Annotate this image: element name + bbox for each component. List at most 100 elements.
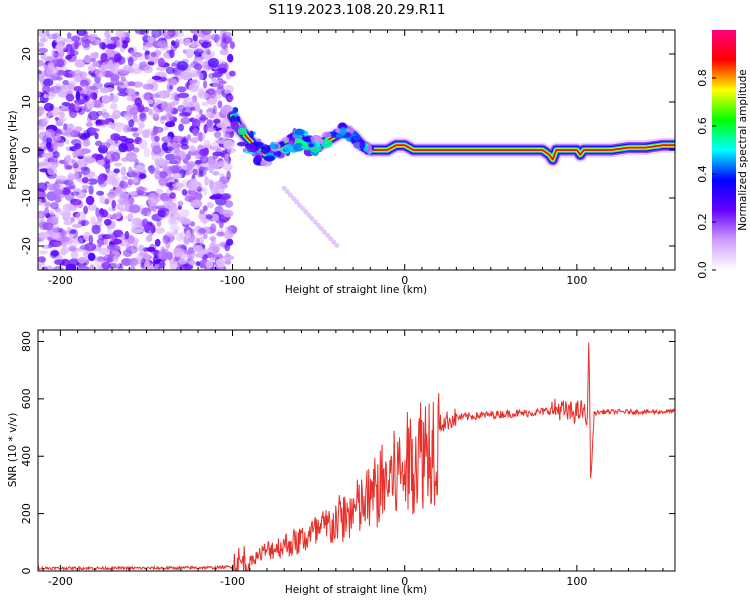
heatmap-cell — [189, 145, 197, 153]
heatmap-cell — [161, 102, 173, 111]
heatmap-cell — [224, 259, 232, 265]
heatmap-cell — [121, 40, 128, 49]
heatmap-cell — [157, 209, 167, 218]
heatmap-cell — [185, 48, 194, 59]
heatmap-cell — [212, 152, 219, 160]
heatmap-cell — [127, 178, 134, 186]
heatmap-cell — [104, 198, 110, 205]
heatmap-cell — [64, 127, 75, 138]
heatmap-cell — [81, 39, 90, 49]
heatmap-cell — [186, 134, 192, 141]
heatmap-cell — [169, 212, 174, 218]
snr-axes: -200 -100 0 100 0 200 400 600 800 — [20, 330, 675, 588]
heatmap-cell — [284, 189, 290, 195]
heatmap-cell — [134, 30, 147, 35]
heatmap-cell — [325, 232, 331, 238]
heatmap-cell — [80, 166, 88, 171]
heatmap-cell — [220, 194, 231, 201]
heatmap-cell — [143, 262, 154, 270]
heatmap-cell — [139, 111, 147, 119]
heatmap-cell — [123, 142, 135, 152]
heatmap-cell — [41, 84, 51, 94]
heatmap-cell — [189, 221, 196, 227]
heatmap-cell — [99, 42, 106, 50]
heatmap-cell — [127, 81, 136, 87]
heatmap-cell — [181, 189, 188, 196]
heatmap-cell — [359, 140, 366, 150]
snr-y-tick-label: 0 — [20, 568, 33, 575]
heatmap-cell — [203, 80, 208, 89]
heatmap-cell — [131, 228, 144, 233]
heatmap-cell — [163, 136, 172, 142]
heatmap-cell — [108, 59, 114, 70]
heatmap-cell — [202, 205, 208, 212]
heatmap-cell — [48, 183, 61, 189]
heatmap-cell — [142, 44, 149, 52]
heatmap-cell — [132, 177, 139, 183]
heatmap-cell — [65, 43, 73, 50]
heatmap-cell — [218, 63, 227, 70]
heatmap-cell — [339, 126, 347, 136]
heatmap-cell — [116, 39, 123, 49]
heatmap-cell — [132, 147, 140, 153]
heatmap-cell — [121, 175, 129, 181]
heatmap-cell — [85, 122, 94, 127]
heatmap-cell — [128, 204, 141, 214]
snr-frame — [37, 329, 676, 572]
heatmap-cell — [189, 79, 194, 85]
heatmap-cell — [179, 209, 190, 218]
heatmap-cell — [155, 227, 165, 235]
heatmap-cell — [200, 226, 211, 235]
heatmap-cell — [147, 196, 159, 207]
heatmap-cell — [214, 131, 222, 139]
heatmap-cell — [137, 125, 143, 135]
heatmap-cell — [38, 42, 45, 48]
heatmap-cell — [114, 125, 123, 132]
heatmap-cell — [64, 190, 75, 201]
heatmap-cell — [209, 242, 215, 250]
heatmap-cell — [111, 199, 116, 209]
heatmap-cell — [237, 141, 247, 147]
heatmap-cell — [178, 111, 191, 118]
heatmap-cell — [41, 152, 54, 158]
heatmap-cell — [218, 80, 227, 85]
heatmap-cell — [136, 117, 144, 127]
heatmap-cell — [125, 215, 134, 220]
heatmap-cell — [113, 122, 125, 127]
heatmap-cell — [38, 124, 45, 131]
heatmap-cell — [182, 49, 187, 54]
spectrogram-y-tick-label: 10 — [20, 95, 33, 109]
heatmap-cell — [210, 252, 219, 261]
heatmap-cell — [74, 172, 80, 181]
heatmap-cell — [97, 241, 102, 248]
snr-x-tick-label: -200 — [48, 575, 73, 588]
heatmap-cell — [83, 205, 88, 215]
heatmap-cell — [202, 168, 207, 179]
heatmap-cell — [165, 146, 174, 151]
heatmap-cell — [112, 213, 118, 220]
heatmap-cell — [165, 66, 175, 75]
heatmap-cell — [77, 256, 87, 264]
heatmap-cell — [309, 216, 315, 222]
heatmap-cell — [48, 229, 60, 239]
heatmap-cell — [152, 145, 162, 155]
heatmap-cell — [55, 133, 61, 142]
heatmap-cell — [230, 114, 241, 124]
heatmap-cell — [87, 252, 96, 261]
heatmap-cell — [190, 199, 203, 208]
heatmap-cell — [187, 180, 199, 191]
heatmap-cell — [224, 225, 233, 232]
heatmap-cell — [157, 128, 162, 133]
heatmap-cell — [205, 126, 216, 132]
heatmap-cell — [53, 266, 64, 270]
heatmap-cell — [63, 123, 68, 131]
heatmap-cell — [88, 234, 94, 245]
heatmap-cell — [106, 175, 117, 185]
spectrogram-x-tick-label: 0 — [401, 274, 408, 287]
snr-x-tick-label: 100 — [566, 575, 587, 588]
heatmap-cell — [154, 263, 160, 268]
heatmap-cell — [224, 153, 230, 163]
heatmap-cell — [136, 186, 145, 196]
heatmap-cell — [209, 195, 219, 200]
colorbar-label: Normalized spectral amplitude — [737, 69, 749, 230]
